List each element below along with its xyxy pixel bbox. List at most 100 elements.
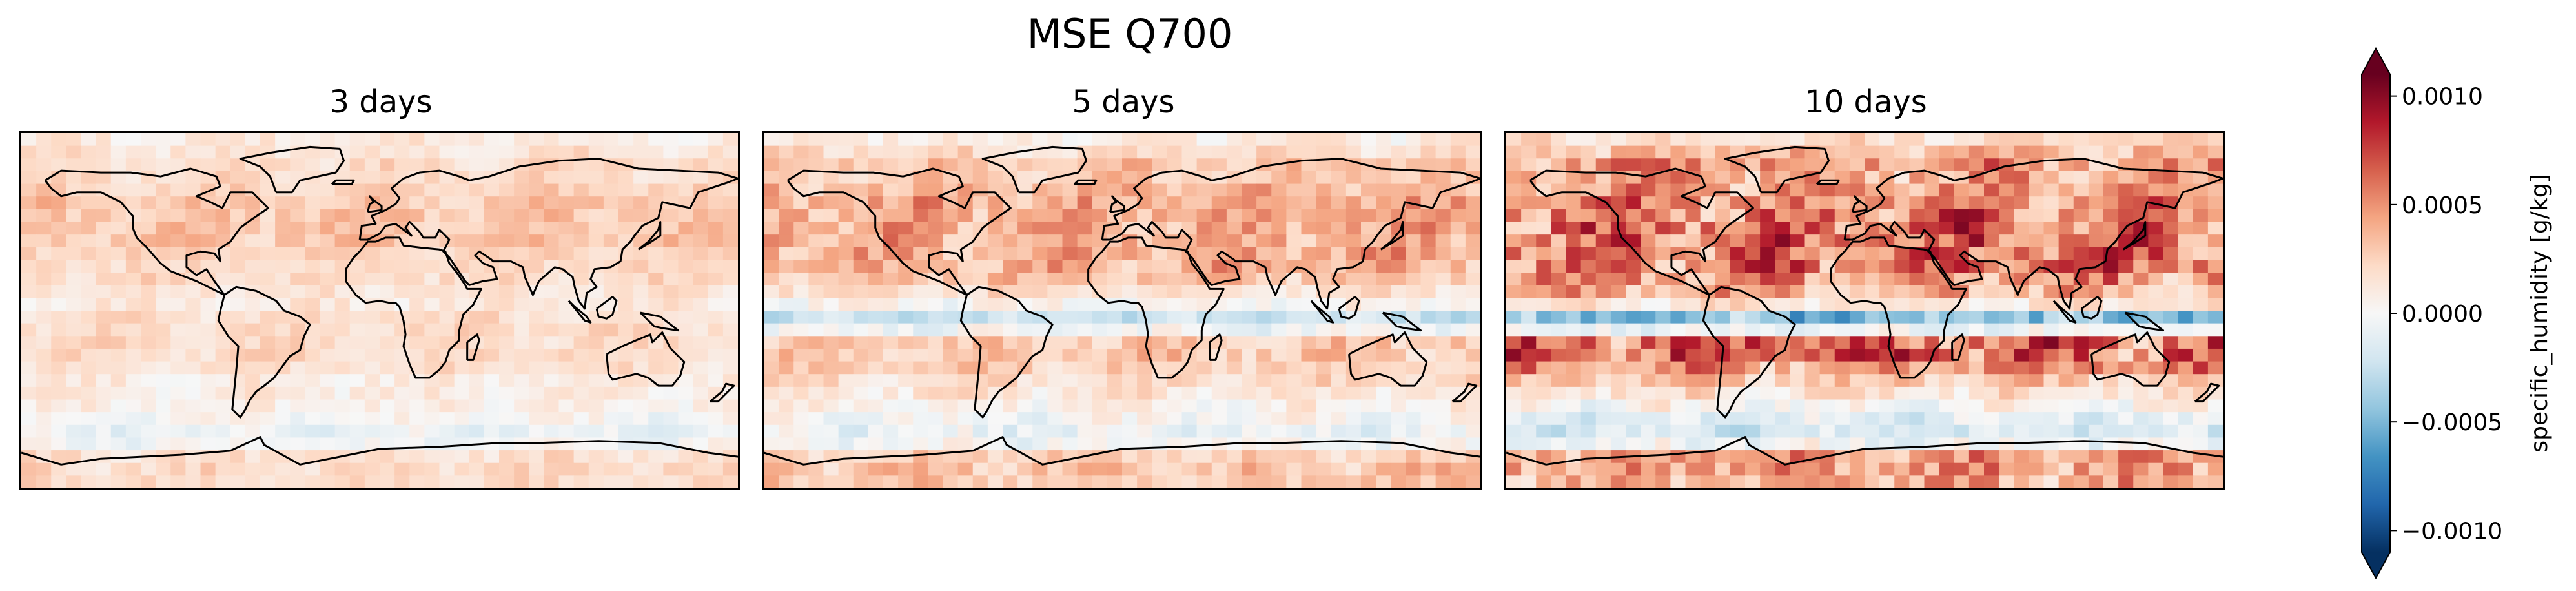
heatmap-cell [215,374,231,388]
heatmap-cell [1879,336,1895,349]
heatmap-cell [2178,462,2194,476]
heatmap-cell [1700,145,1716,159]
heatmap-cell [409,374,425,388]
heatmap-cell [1017,171,1033,185]
heatmap-cell [1595,336,1611,349]
heatmap-cell [1730,133,1746,147]
heatmap-cell [2148,260,2164,273]
heatmap-cell [2043,374,2060,388]
heatmap-cell [1819,285,1835,298]
heatmap-cell [380,158,395,172]
heatmap-cell [868,412,884,426]
heatmap-cell [1107,171,1123,185]
heatmap-cell [1790,158,1806,172]
heatmap-cell [200,209,216,223]
heatmap-cell [529,462,544,476]
heatmap-cell [1316,475,1332,488]
heatmap-cell [1122,399,1138,413]
heatmap-cell [1017,234,1033,248]
heatmap-cell [2088,273,2104,286]
heatmap-cell [693,133,709,147]
heatmap-cell [1879,260,1895,273]
heatmap-cell [1465,209,1480,223]
heatmap-cell [1924,424,1940,439]
heatmap-cell [200,386,216,400]
heatmap-cell [1670,209,1686,223]
heatmap-cell [2103,133,2119,147]
heatmap-cell [305,450,321,464]
heatmap-cell [1376,424,1391,439]
heatmap-cell [1420,285,1436,298]
heatmap-cell [1655,336,1671,349]
heatmap-cell [1804,450,1821,464]
heatmap-cell [170,462,186,476]
heatmap-cell [2133,424,2149,439]
heatmap-cell [987,450,1003,464]
heatmap-cell [364,386,380,400]
heatmap-cell [380,247,395,261]
heatmap-cell [1849,171,1865,185]
heatmap-cell [1331,374,1347,388]
heatmap-cell [1984,298,1999,311]
heatmap-cell [81,183,97,197]
heatmap-cell [1465,450,1480,464]
heatmap-cell [957,386,974,400]
heatmap-cell [943,399,959,413]
heatmap-cell [648,273,664,286]
heatmap-cell [529,348,544,362]
heatmap-cell [380,145,395,159]
heatmap-cell [1062,183,1078,197]
heatmap-cell [588,450,604,464]
heatmap-cell [2029,260,2045,273]
heatmap-cell [1301,336,1317,349]
heatmap-cell [1894,424,1910,439]
heatmap-cell [200,183,216,197]
heatmap-cell [764,209,779,223]
heatmap-cell [2073,361,2089,375]
heatmap-cell [1626,462,1641,476]
heatmap-cell [558,462,575,476]
heatmap-cell [1968,386,1985,400]
heatmap-cell [708,260,724,273]
heatmap-cell [1879,158,1895,172]
heatmap-cell [1450,412,1466,426]
heatmap-cell [1954,158,1970,172]
heatmap-cell [693,437,709,451]
heatmap-cell [972,336,988,349]
heatmap-cell [1271,450,1287,464]
heatmap-cell [1924,336,1940,349]
heatmap-cell [2207,183,2223,197]
heatmap-cell [573,437,589,451]
heatmap-cell [853,209,869,223]
heatmap-cell [1954,260,1970,273]
heatmap-cell [1256,374,1272,388]
heatmap-cell [2178,323,2194,337]
heatmap-cell [2133,209,2149,223]
heatmap-cell [1506,361,1522,375]
heatmap-cell [838,462,854,476]
panel-title-5-days: 5 days [1072,84,1175,120]
heatmap-cell [1775,183,1790,197]
heatmap-cell [573,323,589,337]
heatmap-cell [2118,475,2134,488]
heatmap-cell [1909,222,1925,235]
heatmap-cell [1939,462,1955,476]
heatmap-cell [380,311,395,324]
heatmap-cell [1655,311,1671,324]
heatmap-cell [898,209,914,223]
heatmap-cell [81,247,97,261]
heatmap-cell [2133,285,2149,298]
heatmap-cell [409,386,425,400]
heatmap-cell [1641,399,1656,413]
heatmap-cell [1566,285,1582,298]
heatmap-cell [1242,462,1257,476]
heatmap-cell [573,158,589,172]
heatmap-cell [957,399,974,413]
heatmap-cell [2029,234,2045,248]
heatmap-cell [957,361,974,375]
heatmap-cell [1730,386,1746,400]
heatmap-cell [36,399,52,413]
heatmap-cell [1775,158,1790,172]
heatmap-cell [230,450,246,464]
heatmap-cell [2029,171,2045,185]
